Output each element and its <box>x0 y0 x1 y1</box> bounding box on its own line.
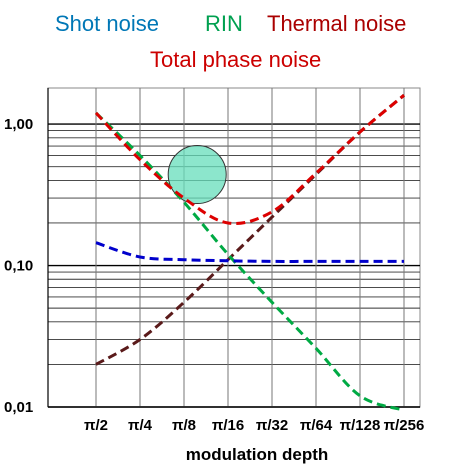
x-tick-label: π/8 <box>172 417 196 434</box>
legend-rin: RIN <box>205 11 243 36</box>
x-axis-label: modulation depth <box>186 445 329 464</box>
y-tick-label: 1,00 <box>4 116 33 133</box>
series-thermal-noise <box>95 94 405 366</box>
x-tick-label: π/4 <box>128 417 153 434</box>
plot-area <box>47 87 421 408</box>
legend-total-phase-noise: Total phase noise <box>150 47 321 72</box>
y-tick-label: 0,10 <box>4 258 33 275</box>
x-tick-label: π/32 <box>256 417 288 434</box>
series-total-phase-noise <box>94 94 405 226</box>
x-tick-label: π/2 <box>84 417 108 434</box>
y-axis-ticks: 1,00 0,10 0,01 <box>4 116 33 416</box>
grid <box>47 87 421 408</box>
x-tick-label: π/16 <box>212 417 244 434</box>
series-rin <box>94 111 405 412</box>
x-tick-label: π/128 <box>340 417 381 434</box>
x-axis-ticks: π/2 π/4 π/8 π/16 π/32 π/64 π/128 π/256 <box>84 417 424 434</box>
legend-shot-noise: Shot noise <box>55 11 159 36</box>
series-lines <box>94 94 405 412</box>
x-tick-label: π/64 <box>300 417 333 434</box>
legend: Shot noise RIN Thermal noise Total phase… <box>55 11 406 72</box>
series-shot-noise <box>95 241 404 263</box>
highlight-circle <box>167 145 227 205</box>
y-tick-label: 0,01 <box>4 399 33 416</box>
legend-thermal-noise: Thermal noise <box>267 11 406 36</box>
annotation <box>167 145 227 205</box>
x-tick-label: π/256 <box>384 417 425 434</box>
